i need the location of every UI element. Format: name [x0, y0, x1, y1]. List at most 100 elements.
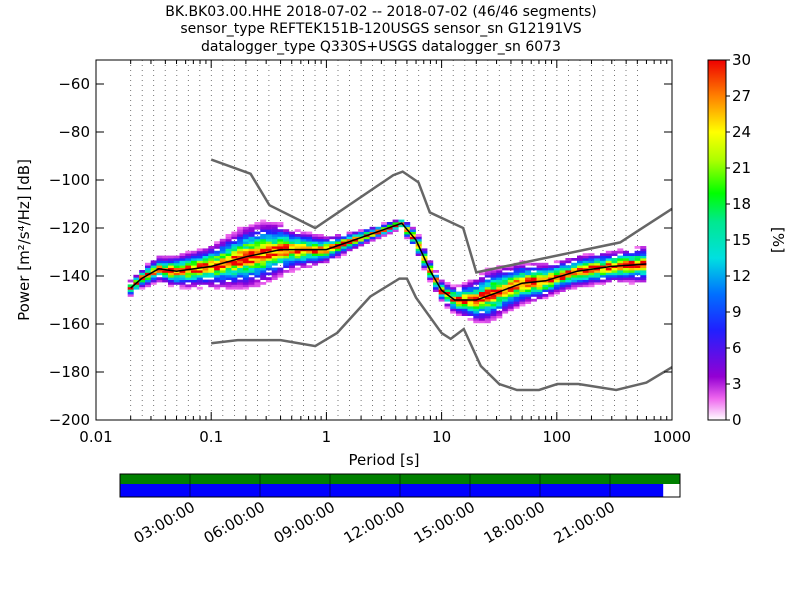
- psd-cell: [340, 250, 347, 254]
- psd-cell: [312, 255, 318, 259]
- psd-cell: [507, 303, 514, 307]
- psd-cell: [484, 270, 491, 273]
- psd-cell: [127, 284, 134, 288]
- psd-cell: [202, 262, 209, 266]
- psd-cell: [173, 282, 180, 285]
- psd-cell: [594, 258, 601, 261]
- x-tick-label: 0.1: [199, 428, 223, 446]
- psd-cell: [214, 260, 221, 264]
- psd-cell: [312, 250, 318, 254]
- psd-cell: [294, 260, 301, 264]
- psd-cell: [358, 231, 365, 235]
- psd-cell: [571, 267, 578, 271]
- psd-cell: [277, 243, 284, 247]
- psd-cell: [467, 296, 474, 300]
- psd-cell: [271, 253, 278, 256]
- psd-cell: [525, 291, 532, 295]
- psd-cell: [271, 222, 278, 225]
- psd-cell: [335, 234, 341, 237]
- psd-cell: [548, 274, 555, 278]
- psd-cell: [300, 262, 307, 266]
- psd-cell: [225, 243, 232, 247]
- psd-cell: [392, 222, 399, 225]
- psd-cell: [450, 301, 457, 304]
- psd-cell: [438, 294, 445, 297]
- psd-cell: [450, 306, 457, 309]
- psd-cell: [168, 284, 174, 288]
- psd-cell: [588, 258, 595, 261]
- psd-cell: [225, 248, 232, 252]
- psd-cell: [265, 272, 272, 276]
- psd-cell: [294, 262, 301, 266]
- psd-cell: [605, 262, 612, 266]
- psd-cell: [156, 270, 163, 273]
- psd-cell: [467, 282, 474, 285]
- psd-cell: [507, 277, 514, 280]
- psd-cell: [248, 231, 255, 235]
- psd-cell: [254, 267, 261, 271]
- psd-cell: [231, 262, 238, 266]
- psd-cell: [196, 279, 203, 283]
- psd-cell: [260, 253, 267, 256]
- psd-cell: [231, 260, 238, 264]
- psd-cell: [634, 255, 641, 259]
- psd-cell: [634, 258, 641, 261]
- x-axis-label: Period [s]: [348, 451, 419, 469]
- x-tick-label: 1: [322, 428, 332, 446]
- psd-cell: [479, 294, 485, 297]
- psd-cell: [265, 265, 272, 268]
- psd-cell: [502, 301, 509, 304]
- psd-cell: [260, 255, 267, 259]
- psd-cell: [340, 236, 347, 240]
- psd-cell: [231, 282, 238, 285]
- psd-cell: [312, 243, 318, 247]
- psd-cell: [519, 284, 526, 288]
- psd-cell: [196, 255, 203, 259]
- psd-cell: [317, 250, 324, 254]
- psd-cell: [450, 294, 457, 297]
- time-tick-label: 18:00:00: [481, 498, 548, 547]
- psd-cell: [530, 286, 537, 290]
- psd-cell: [306, 250, 313, 254]
- psd-cell: [507, 298, 514, 302]
- psd-cell: [600, 258, 606, 261]
- psd-cell: [553, 286, 560, 290]
- psd-cell: [594, 260, 601, 264]
- psd-cell: [571, 279, 578, 283]
- psd-cell: [312, 262, 318, 266]
- psd-cell: [628, 279, 635, 283]
- psd-cell: [525, 298, 532, 302]
- psd-cell: [300, 260, 307, 264]
- psd-cell: [392, 219, 399, 223]
- psd-cell: [484, 291, 491, 295]
- psd-cell: [162, 265, 169, 268]
- psd-cell: [156, 260, 163, 264]
- psd-cell: [219, 258, 226, 261]
- psd-cell: [582, 282, 589, 285]
- psd-cell: [150, 260, 157, 264]
- psd-cell: [571, 262, 578, 266]
- psd-cell: [340, 248, 347, 252]
- psd-cell: [265, 267, 272, 271]
- psd-cell: [605, 277, 612, 280]
- psd-cell: [202, 279, 209, 283]
- psd-cell: [542, 286, 549, 290]
- psd-cell: [294, 255, 301, 259]
- psd-cell: [467, 286, 474, 290]
- psd-cell: [219, 272, 226, 276]
- psd-cell: [242, 262, 249, 266]
- psd-cell: [415, 248, 422, 252]
- psd-cell: [208, 246, 215, 249]
- psd-cell: [271, 272, 278, 276]
- psd-cell: [306, 238, 313, 242]
- psd-cell: [191, 284, 197, 288]
- psd-cell: [300, 238, 307, 242]
- psd-cell: [571, 282, 578, 285]
- psd-cell: [248, 270, 255, 273]
- psd-cell: [225, 272, 232, 276]
- psd-cell: [168, 277, 174, 280]
- psd-cell: [283, 234, 290, 237]
- psd-cell: [225, 265, 232, 268]
- psd-cell: [231, 236, 238, 240]
